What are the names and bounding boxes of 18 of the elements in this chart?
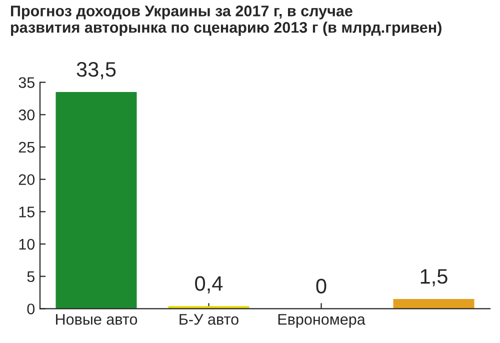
bar xyxy=(56,92,137,309)
data-label: 33,5 xyxy=(76,62,116,80)
y-tick-label: 0 xyxy=(27,304,35,314)
x-tick-label: Новые авто xyxy=(56,314,138,325)
x-tick-label: Еврономера xyxy=(278,314,366,328)
data-label: 0 xyxy=(316,278,326,294)
y-tick-label: 20 xyxy=(18,174,35,186)
y-tick-label: 15 xyxy=(19,206,34,218)
y-tick-label: 10 xyxy=(19,238,35,250)
y-tick-label: 35 xyxy=(18,77,34,88)
y-tick-label: 30 xyxy=(18,110,35,120)
chart-title: Прогноз доходов Украины за 2017 г, в случае развития авторынка по сценарию 2013 г (в млрд.гривен) xyxy=(11,6,442,36)
bar xyxy=(393,299,474,309)
data-label: 0,4 xyxy=(195,276,223,294)
y-tick-label: 5 xyxy=(27,271,34,282)
y-tick-label: 25 xyxy=(18,142,34,153)
data-label: 1,5 xyxy=(420,269,448,286)
x-tick-label: Б-У авто xyxy=(180,314,238,325)
